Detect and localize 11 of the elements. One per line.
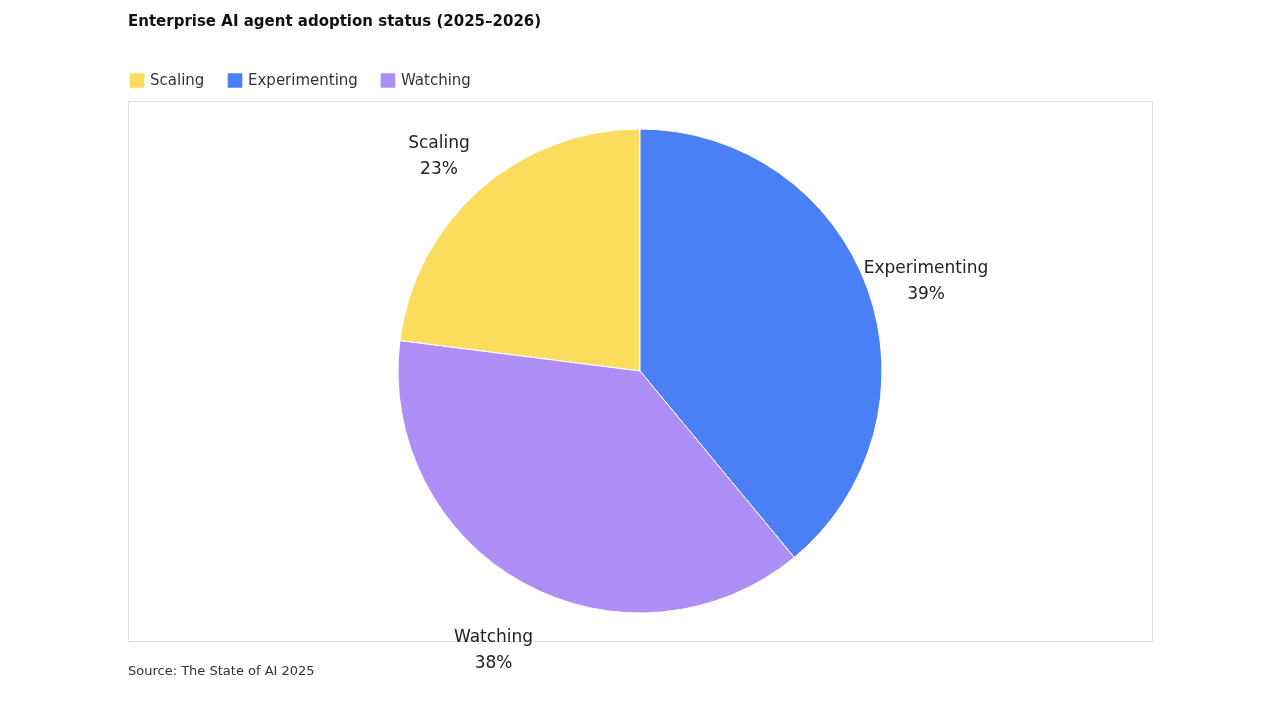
- data-label: 39%: [907, 283, 945, 304]
- legend-label: Scaling: [150, 71, 205, 90]
- source-note: Source: The State of AI 2025: [128, 663, 315, 678]
- slice-label: Experimenting: [863, 257, 989, 278]
- legend-label: Experimenting: [248, 71, 358, 90]
- data-label: 23%: [420, 157, 458, 178]
- chart-title: Enterprise AI agent adoption status (2025–2026): [128, 12, 542, 30]
- slice-label: Watching: [453, 626, 534, 647]
- legend-label: Watching: [401, 71, 471, 90]
- data-label: 38%: [474, 652, 513, 673]
- slice-label: Scaling: [408, 131, 470, 152]
